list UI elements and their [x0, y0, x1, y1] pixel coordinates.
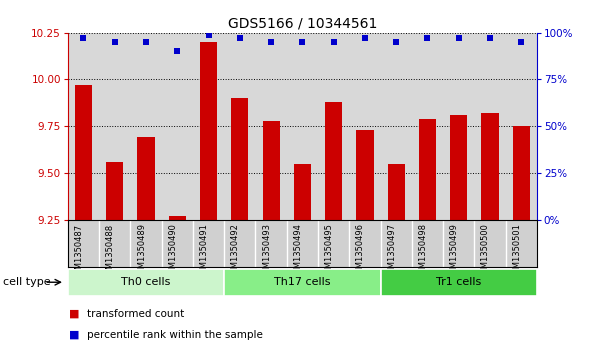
Text: percentile rank within the sample: percentile rank within the sample [87, 330, 263, 340]
Point [235, 35, 244, 41]
Point [297, 39, 307, 45]
Bar [224, 269, 381, 296]
Text: GSM1350497: GSM1350497 [387, 223, 396, 280]
Bar [68, 269, 224, 296]
Point [329, 39, 339, 45]
Point [422, 35, 432, 41]
Bar [356, 130, 373, 220]
Bar [481, 113, 499, 220]
Bar [294, 163, 311, 220]
Text: GSM1350500: GSM1350500 [481, 223, 490, 279]
Text: ■: ■ [68, 330, 79, 340]
Text: GSM1350487: GSM1350487 [74, 223, 84, 280]
Point [110, 39, 119, 45]
Text: GSM1350488: GSM1350488 [106, 223, 114, 280]
Text: GSM1350489: GSM1350489 [137, 223, 146, 280]
Text: ■: ■ [68, 309, 79, 319]
Title: GDS5166 / 10344561: GDS5166 / 10344561 [228, 16, 377, 30]
Text: GSM1350499: GSM1350499 [450, 223, 459, 279]
Text: Th0 cells: Th0 cells [122, 277, 171, 287]
Text: transformed count: transformed count [87, 309, 185, 319]
Text: Tr1 cells: Tr1 cells [436, 277, 481, 287]
Bar [513, 126, 530, 220]
Point [267, 39, 276, 45]
Point [454, 35, 464, 41]
Text: GSM1350492: GSM1350492 [231, 223, 240, 279]
Bar [450, 115, 467, 220]
Point [485, 35, 494, 41]
Text: GSM1350498: GSM1350498 [418, 223, 427, 280]
Bar [137, 137, 155, 220]
Text: GSM1350495: GSM1350495 [324, 223, 334, 279]
Text: cell type: cell type [3, 277, 51, 287]
Bar [388, 163, 405, 220]
Bar [106, 162, 123, 220]
Text: GSM1350490: GSM1350490 [168, 223, 178, 279]
Text: GSM1350501: GSM1350501 [512, 223, 522, 279]
Text: Th17 cells: Th17 cells [274, 277, 330, 287]
Bar [381, 269, 537, 296]
Point [391, 39, 401, 45]
Point [142, 39, 151, 45]
Text: GSM1350491: GSM1350491 [199, 223, 209, 279]
Text: GSM1350494: GSM1350494 [293, 223, 302, 279]
Point [79, 35, 88, 41]
Text: GSM1350493: GSM1350493 [262, 223, 271, 280]
Bar [200, 42, 217, 220]
Bar [263, 121, 280, 220]
Bar [169, 216, 186, 220]
Text: GSM1350496: GSM1350496 [356, 223, 365, 280]
Bar [231, 98, 248, 220]
Point [360, 35, 369, 41]
Bar [325, 102, 342, 220]
Point [173, 49, 182, 54]
Bar [75, 85, 92, 220]
Bar [419, 119, 436, 220]
Point [204, 32, 214, 37]
Point [517, 39, 526, 45]
